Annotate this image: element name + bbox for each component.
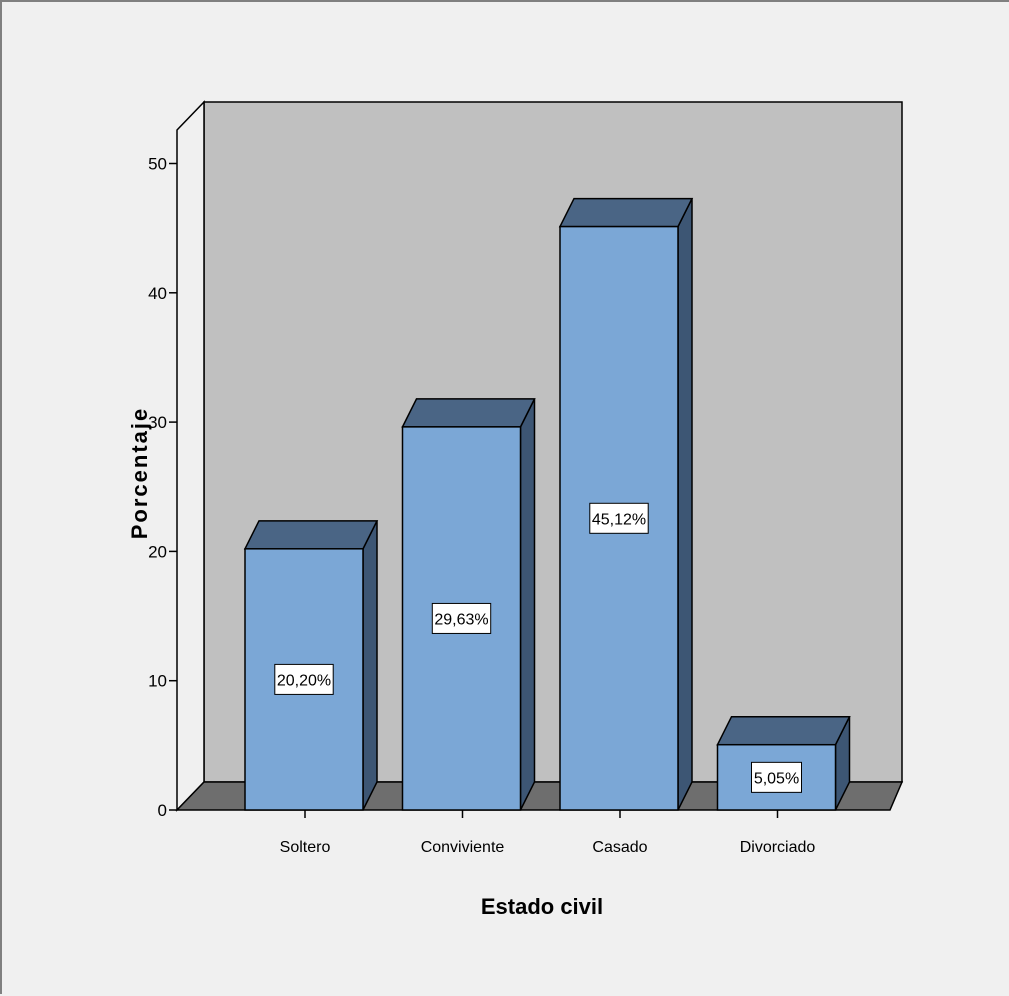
data-label: 20,20% (277, 672, 331, 689)
data-label-box (274, 663, 334, 695)
x-tick-label: Casado (592, 839, 647, 856)
side-wall (176, 100, 205, 812)
bar-divorciado: 5,05% (716, 715, 851, 811)
bar-top (401, 398, 536, 428)
y-tick-label: 0 (158, 801, 167, 820)
y-axis: 0 10 20 30 40 50 (148, 155, 177, 820)
x-axis-title: Estado civil (481, 894, 603, 919)
x-tick-label: Soltero (280, 839, 331, 856)
data-label-box (431, 602, 492, 634)
y-tick-label: 20 (148, 542, 167, 561)
x-tick-label: Conviviente (421, 839, 505, 856)
y-tick-label: 10 (148, 672, 167, 691)
data-label-box (589, 502, 649, 534)
data-label-box (751, 761, 802, 793)
x-tick-label: Divorciado (740, 839, 816, 856)
bar-soltero: 20,20% (243, 520, 379, 811)
bar-top (243, 520, 379, 550)
bar-side (519, 398, 536, 811)
y-tick-label: 30 (148, 413, 167, 432)
bar-top (716, 715, 851, 746)
data-label: 45,12% (592, 511, 646, 528)
bar-top (558, 197, 694, 228)
x-axis: Soltero Conviviente Casado Divorciado (280, 810, 816, 856)
y-axis-title: Porcentaje (127, 407, 152, 540)
y-tick-label: 50 (148, 155, 167, 174)
bar-conviviente: 29,63% (401, 398, 536, 811)
data-label: 5,05% (754, 770, 799, 787)
bar-side (362, 520, 378, 811)
bar-casado: 45,12% (558, 197, 694, 811)
y-tick-label: 40 (148, 284, 167, 303)
data-label: 29,63% (434, 611, 488, 628)
bar-side (677, 198, 693, 811)
bars-group: 20,20% 29,63% 45,12% 5,05% (243, 197, 851, 811)
